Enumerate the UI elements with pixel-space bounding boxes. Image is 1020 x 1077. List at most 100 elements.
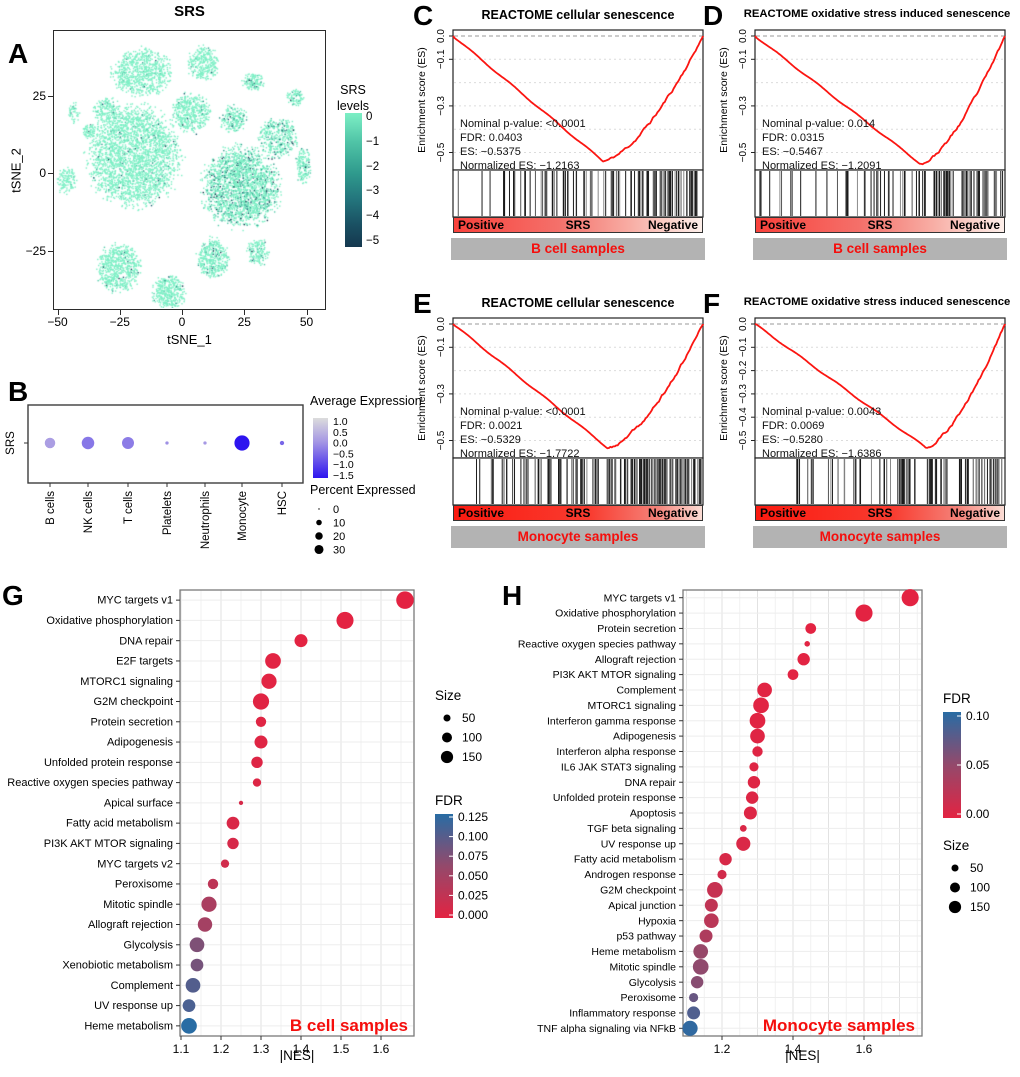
svg-text:Heme metabolism: Heme metabolism <box>591 946 676 958</box>
svg-text:Apoptosis: Apoptosis <box>630 808 676 820</box>
svg-text:0.050: 0.050 <box>458 869 488 883</box>
svg-text:0.000: 0.000 <box>458 908 488 922</box>
panel-d-gsea: D REACTOME oxidative stress induced senes… <box>700 0 1020 288</box>
svg-text:−0.5: −0.5 <box>738 142 749 162</box>
gsea-plot-svg: 0.0 −0.1 −0.3 −0.5 Enrichment score (ES) <box>416 29 704 218</box>
svg-text:0: 0 <box>333 504 339 516</box>
gsea-title: REACTOME cellular senescence <box>481 296 675 310</box>
svg-text:Complement: Complement <box>616 685 676 697</box>
panel-b-dotplot: B SRS B cells NK cells T cells Platelets Neut… <box>0 370 500 580</box>
svg-text:Allograft rejection: Allograft rejection <box>88 919 173 931</box>
svg-text:MTORC1 signaling: MTORC1 signaling <box>80 676 173 688</box>
svg-text:Xenobiotic metabolism: Xenobiotic metabolism <box>62 960 173 972</box>
svg-text:100: 100 <box>462 731 482 745</box>
svg-text:1.4: 1.4 <box>293 1042 310 1056</box>
srs-rank-gradient-bar: Positive SRS Negative <box>453 505 703 521</box>
svg-text:50: 50 <box>970 861 984 875</box>
panel-h-nes-dotplot: H MYC targets v1 Oxidative phosphorylatio… <box>500 578 1020 1077</box>
svg-text:Androgen response: Androgen response <box>584 869 676 881</box>
svg-text:Inflammatory response: Inflammatory response <box>569 1008 676 1020</box>
svg-text:150: 150 <box>462 750 482 764</box>
svg-text:SRS: SRS <box>5 431 17 455</box>
svg-text:1.3: 1.3 <box>253 1042 270 1056</box>
srs-colorbar <box>345 113 362 247</box>
svg-text:FDR: FDR <box>943 691 971 706</box>
percent-expressed-legend-title: Percent Expressed <box>310 483 416 497</box>
srs-rank-gradient-bar: Positive SRS Negative <box>453 217 703 233</box>
svg-text:Protein secretion: Protein secretion <box>597 623 676 635</box>
svg-text:−0.4: −0.4 <box>738 407 749 427</box>
nes-bcell-svg: MYC targets v1 Oxidative phosphorylation D… <box>7 589 488 1056</box>
svg-text:1.2: 1.2 <box>213 1042 230 1056</box>
svg-text:Protein secretion: Protein secretion <box>90 716 173 728</box>
gsea-plot-svg: 0.0 −0.1 −0.3 −0.5 Enrichment score (ES) <box>718 29 1006 218</box>
svg-text:Unfolded protein response: Unfolded protein response <box>553 792 676 804</box>
svg-text:−0.1: −0.1 <box>738 49 749 69</box>
svg-text:0.00: 0.00 <box>966 807 990 821</box>
svg-text:MTORC1 signaling: MTORC1 signaling <box>587 700 676 712</box>
panel-c-letter: C <box>413 0 434 31</box>
svg-text:30: 30 <box>333 545 345 557</box>
gsea-stats: Nominal p-value: <0.0001 FDR: 0.0021 ES: −… <box>460 406 586 460</box>
srs-label: SRS <box>867 506 893 520</box>
svg-text:Monocyte: Monocyte <box>237 491 249 541</box>
svg-text:Adipogenesis: Adipogenesis <box>107 737 174 749</box>
gsea-plot-svg: 0.0 −0.1 −0.3 −0.5 Enrichment score (ES) <box>416 317 704 506</box>
svg-text:0.05: 0.05 <box>966 758 990 772</box>
svg-text:MYC targets v2: MYC targets v2 <box>97 858 173 870</box>
panel-a-title: SRS <box>174 3 205 20</box>
svg-text:Enrichment score (ES): Enrichment score (ES) <box>718 335 730 441</box>
svg-text:Platelets: Platelets <box>162 491 174 535</box>
svg-text:Fatty acid metabolism: Fatty acid metabolism <box>66 818 173 830</box>
svg-text:1.6: 1.6 <box>373 1042 390 1056</box>
negative-label: Negative <box>647 506 698 520</box>
sample-type-bar: Monocyte samples <box>451 526 705 548</box>
svg-text:0.0: 0.0 <box>738 29 749 43</box>
svg-text:0.10: 0.10 <box>966 709 990 723</box>
svg-text:Glycolysis: Glycolysis <box>629 977 676 989</box>
panel-g-label: G <box>2 580 24 611</box>
nes-monocyte-svg: MYC targets v1 Oxidative phosphorylation P… <box>518 589 990 1056</box>
panel-g-nes-dotplot: G MYC targets v1 Oxidative phosphorylatio… <box>0 578 500 1077</box>
panel-h-label: H <box>502 580 523 611</box>
svg-text:Neutrophils: Neutrophils <box>200 491 212 549</box>
svg-text:0.125: 0.125 <box>458 810 488 824</box>
svg-text:T cells: T cells <box>123 491 135 524</box>
svg-text:Mitotic spindle: Mitotic spindle <box>609 961 676 973</box>
svg-text:0.025: 0.025 <box>458 888 488 902</box>
svg-text:−0.3: −0.3 <box>436 384 447 404</box>
svg-text:Oxidative phosphorylation: Oxidative phosphorylation <box>46 615 173 627</box>
svg-text:0.0: 0.0 <box>333 438 348 450</box>
svg-text:Mitotic spindle: Mitotic spindle <box>103 899 173 911</box>
panel-f-gsea: F REACTOME oxidative stress induced senes… <box>700 288 1020 576</box>
svg-text:100: 100 <box>970 881 990 895</box>
gsea-title: REACTOME cellular senescence <box>481 8 675 22</box>
svg-text:Hypoxia: Hypoxia <box>638 915 676 927</box>
svg-text:−0.1: −0.1 <box>738 337 749 357</box>
svg-text:DNA repair: DNA repair <box>625 777 677 789</box>
panel-e-letter: E <box>413 288 432 319</box>
svg-text:0.5: 0.5 <box>333 427 348 439</box>
svg-text:−0.1: −0.1 <box>436 49 447 69</box>
svg-text:1.5: 1.5 <box>333 1042 350 1056</box>
svg-text:E2F targets: E2F targets <box>116 656 173 668</box>
svg-text:Enrichment score (ES): Enrichment score (ES) <box>416 47 428 153</box>
nes-h-xaxis-label: |NES| <box>785 1048 820 1063</box>
positive-label: Positive <box>458 218 505 232</box>
gsea-stats: Nominal p-value: 0.0043 FDR: 0.0069 ES: −0… <box>762 406 882 460</box>
panel-e-gsea: E REACTOME cellular senescence 0.0 −0.1 −0.3… <box>410 288 730 576</box>
avg-expression-legend-title: Average Expression <box>310 394 422 408</box>
panel-a-tsne: A SRS −50 −25 0 25 50 25 0 −25 tSNE_1 tSNE_2 SR… <box>0 0 410 370</box>
svg-text:1.4: 1.4 <box>785 1042 802 1056</box>
positive-label: Positive <box>760 218 807 232</box>
svg-text:−0.2: −0.2 <box>738 360 749 380</box>
bcell-samples-annotation: B cell samples <box>289 1016 408 1035</box>
sample-type-bar: B cell samples <box>753 238 1007 260</box>
svg-text:−0.3: −0.3 <box>738 384 749 404</box>
svg-text:Size: Size <box>435 688 461 703</box>
panel-a-label: A <box>8 38 29 69</box>
gsea-stats: Nominal p-value: <0.0001 FDR: 0.0403 ES: −… <box>460 118 586 172</box>
svg-text:IL6 JAK STAT3 signaling: IL6 JAK STAT3 signaling <box>561 761 676 773</box>
svg-text:Peroxisome: Peroxisome <box>621 992 677 1004</box>
svg-text:G2M checkpoint: G2M checkpoint <box>600 884 676 896</box>
